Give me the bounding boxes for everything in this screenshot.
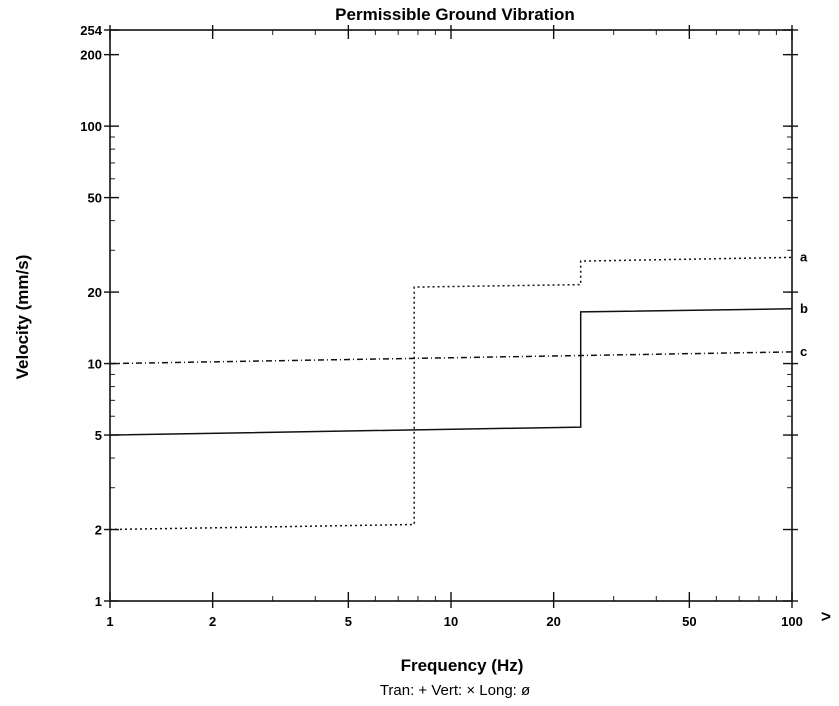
legend-text: Tran: + Vert: × Long: ø	[380, 682, 530, 699]
x-tick-label: 1	[106, 614, 113, 629]
series-label-b: b	[800, 301, 808, 316]
series-lines	[109, 256, 793, 531]
y-tick-label: 20	[88, 285, 102, 300]
series-label-a: a	[800, 249, 808, 264]
chart-title: Permissible Ground Vibration	[335, 5, 575, 24]
series-label-c: c	[800, 344, 807, 359]
y-tick-label: 1	[95, 594, 102, 609]
plot-area	[109, 29, 793, 602]
y-tick-label: 10	[88, 357, 102, 372]
y-tick-label: 200	[80, 48, 102, 63]
y-tick-label: 2	[95, 523, 102, 538]
x-tick-label: 20	[546, 614, 560, 629]
y-tick-label: 254	[80, 23, 102, 38]
x-tick-label: 5	[345, 614, 352, 629]
y-tick-label: 5	[95, 428, 102, 443]
x-tick-label: 100	[781, 614, 803, 629]
series-line-c	[109, 351, 793, 365]
x-tick-label: 10	[444, 614, 458, 629]
x-overflow-marker: >	[821, 607, 831, 626]
axis-ticks	[104, 25, 798, 608]
x-tick-label: 2	[209, 614, 216, 629]
x-tick-label: 50	[682, 614, 696, 629]
x-axis-label: Frequency (Hz)	[401, 656, 524, 675]
y-tick-label: 50	[88, 191, 102, 206]
y-axis-label: Velocity (mm/s)	[13, 255, 32, 380]
series-line-a	[109, 256, 793, 531]
y-tick-label: 100	[80, 119, 102, 134]
series-line-b	[109, 308, 793, 436]
tick-labels: 1 2 5 10 20 50 100 1 2 5 10 20 50 100 200 254 a b c	[80, 23, 808, 629]
